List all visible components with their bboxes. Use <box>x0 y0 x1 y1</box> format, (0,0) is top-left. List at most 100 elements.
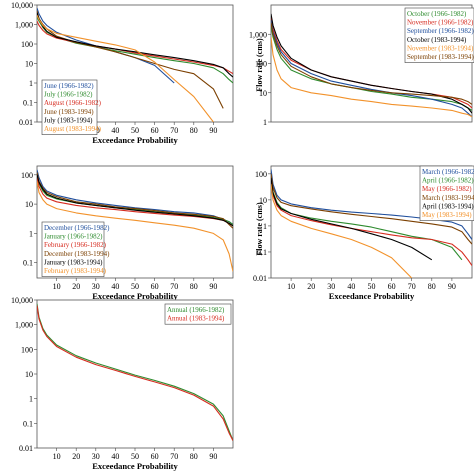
legend-entry: February (1983-1994) <box>44 267 107 275</box>
series-line-0-0 <box>37 7 175 84</box>
x-tick-label: 50 <box>131 452 139 461</box>
x-tick-label: 40 <box>111 282 119 291</box>
legend-entry: November (1983-1994) <box>407 44 474 52</box>
y-axis-label: Flow rate (cms) <box>255 38 264 92</box>
legend-box <box>164 303 232 325</box>
legend: October (1966-1982)November (1966-1982)S… <box>404 7 474 63</box>
series-line-1-2 <box>271 20 472 118</box>
legend: March (1966-1982)April (1966-1982)May (1… <box>419 165 474 221</box>
y-tick-label: 100 <box>21 40 33 49</box>
y-tick-label: 0.1 <box>23 419 33 428</box>
x-axis-label: Exceedance Probability <box>92 461 178 471</box>
y-tick-label: 0.1 <box>23 99 33 108</box>
series-line-0-1 <box>37 16 233 84</box>
series-group <box>37 303 233 441</box>
x-tick-label: 30 <box>92 452 100 461</box>
x-tick-label: 60 <box>151 282 159 291</box>
legend-entry: January (1966-1982) <box>44 233 103 241</box>
y-tick-label: 10 <box>25 370 33 379</box>
x-tick-label: 10 <box>53 282 61 291</box>
chart-panel-winter: 0.1 1 10 100 10 20 30 40 50 60 70 80 90 Exceedance Pr… <box>21 165 234 301</box>
legend-entry: October (1966-1982) <box>407 10 467 18</box>
legend-entry: September (1966-1982) <box>407 27 474 35</box>
y-tick-label: 1 <box>263 118 267 127</box>
x-axis-label: Exceedance Probability <box>92 291 178 301</box>
series-line-3-0 <box>271 169 472 240</box>
y-tick-label: 0.1 <box>257 248 267 257</box>
y-tick-label: 10,000 <box>11 1 33 10</box>
x-tick-label: 20 <box>72 282 80 291</box>
series-line-1-3 <box>271 13 472 114</box>
legend: December (1966-1982)January (1966-1982)F… <box>41 221 110 277</box>
legend-entry: September (1983-1994) <box>407 53 474 61</box>
x-tick-label: 90 <box>209 452 217 461</box>
chart-panel-annual: 0.01 0.1 1 10 100 1,000 10,000 10 20 30 40 50 60 70 80… <box>11 296 234 471</box>
series-line-0-5 <box>37 14 214 122</box>
legend-entry: August (1983-1994) <box>44 125 102 133</box>
x-tick-label: 10 <box>287 282 295 291</box>
legend-box <box>419 165 474 221</box>
legend-entry: January (1983-1994) <box>44 258 103 266</box>
legend-entry: August (1966-1982) <box>44 99 102 107</box>
legend: Annual (1966-1982)Annual (1983-1994) <box>164 303 232 325</box>
series-group <box>271 13 472 118</box>
x-tick-label: 20 <box>72 452 80 461</box>
series-line-3-2 <box>271 179 472 266</box>
legend-entry: May (1983-1994) <box>422 211 472 219</box>
series-line-0-4 <box>37 12 233 78</box>
legend-entry: November (1966-1982) <box>407 19 474 27</box>
y-tick-label: 10,000 <box>11 296 33 305</box>
y-tick-label: 1 <box>29 79 33 88</box>
x-tick-label: 70 <box>408 282 416 291</box>
x-tick-label: 40 <box>347 282 355 291</box>
y-tick-label: 100 <box>255 170 267 179</box>
legend-box <box>404 7 474 63</box>
y-tick-label: 0.1 <box>23 259 33 268</box>
legend-box <box>41 221 105 277</box>
y-tick-label: 0.01 <box>19 444 33 453</box>
legend-entry: April (1983-1994) <box>422 202 474 210</box>
x-tick-label: 20 <box>307 282 315 291</box>
x-tick-label: 30 <box>92 282 100 291</box>
series-group <box>37 169 233 272</box>
chart-panel-summer: 0.010.11101001,00010,0001020304050607080… <box>11 1 234 145</box>
legend-entry: Annual (1966-1982) <box>167 306 225 314</box>
plot-area <box>36 299 234 449</box>
x-tick-label: 90 <box>448 282 456 291</box>
legend-entry: February (1966-1982) <box>44 241 107 249</box>
x-tick-label: 70 <box>170 126 178 135</box>
series-line-2-3 <box>37 172 233 229</box>
series-line-4-0 <box>37 303 233 441</box>
y-tick-label: 0.01 <box>253 274 267 283</box>
legend-entry: December (1983-1994) <box>44 250 110 258</box>
legend-entry: July (1983-1994) <box>44 116 93 124</box>
series-group <box>37 7 233 122</box>
series-line-0-3 <box>37 10 224 109</box>
x-tick-label: 70 <box>170 282 178 291</box>
x-tick-label: 60 <box>388 282 396 291</box>
series-line-1-4 <box>271 37 472 118</box>
x-tick-label: 30 <box>327 282 335 291</box>
y-tick-label: 10 <box>259 196 267 205</box>
y-tick-label: 1,000 <box>249 30 267 39</box>
y-tick-label: 1 <box>29 229 33 238</box>
series-group <box>271 169 472 278</box>
y-tick-label: 10 <box>259 89 267 98</box>
x-tick-label: 70 <box>170 452 178 461</box>
y-tick-label: 10 <box>25 60 33 69</box>
series-line-3-4 <box>271 177 433 261</box>
x-tick-label: 90 <box>209 282 217 291</box>
series-line-2-5 <box>37 181 233 272</box>
chart-panel-spring: 0.01 0.1 1 10 100 10 20 30 40 50 60 70 80 90 Exceedanc… <box>253 165 474 301</box>
legend-entry: July (1966-1982) <box>44 91 93 99</box>
legend-entry: April (1966-1982) <box>422 177 474 185</box>
legend-entry: October (1983-1994) <box>407 36 467 44</box>
y-tick-label: 1,000 <box>15 321 33 330</box>
x-tick-label: 40 <box>111 126 119 135</box>
y-tick-label: 100 <box>21 345 33 354</box>
x-tick-label: 60 <box>151 452 159 461</box>
legend: June (1966-1982)July (1966-1982)August (… <box>41 79 102 135</box>
y-tick-label: 1,000 <box>15 21 33 30</box>
